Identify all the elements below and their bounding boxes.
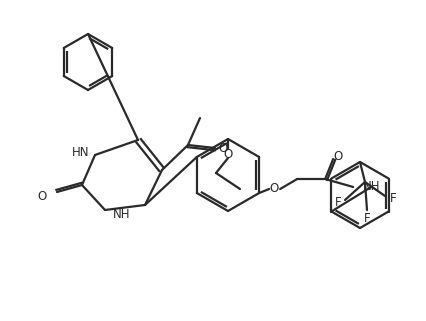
Text: O: O — [223, 148, 233, 160]
Text: F: F — [390, 192, 396, 204]
Text: F: F — [335, 196, 341, 210]
Text: NH: NH — [113, 209, 130, 221]
Text: O: O — [270, 183, 279, 195]
Text: O: O — [219, 142, 227, 154]
Text: NH: NH — [363, 180, 381, 194]
Text: O: O — [38, 189, 47, 203]
Text: HN: HN — [72, 146, 90, 160]
Text: F: F — [364, 212, 370, 224]
Text: O: O — [334, 151, 343, 163]
